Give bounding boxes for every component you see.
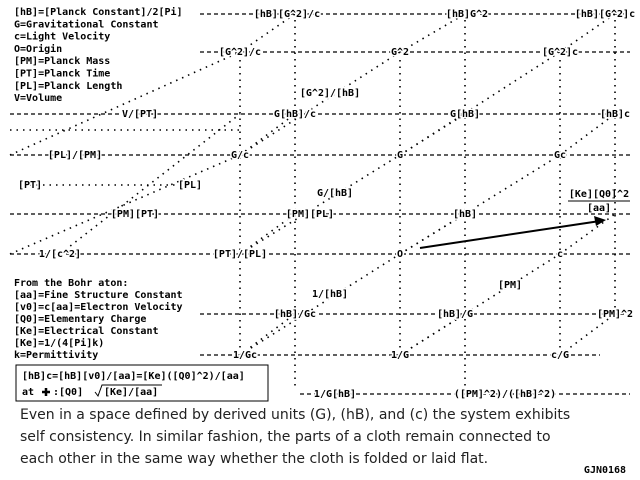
node-label: [hB][G^2]/c [254, 9, 320, 20]
node-label: [PM][PT] [111, 209, 159, 220]
node-label: G/c [231, 150, 249, 161]
node-label: G^2 [391, 47, 409, 58]
bohr-line: [aa]=Fine Structure Constant [14, 289, 183, 301]
formula-prefix: at [22, 387, 34, 398]
bohr-line: [v0]=c[aa]=Electron Velocity [14, 301, 183, 313]
legend-line: [PL]=Planck Length [14, 81, 122, 92]
node-label: [hB]c [600, 109, 630, 120]
node-label: [G^2]c [542, 47, 578, 58]
bohr-line: k=Permittivity [14, 349, 98, 361]
node-label: 1/Gc [233, 350, 257, 361]
bohr-line: [Ke]=Electrical Constant [14, 325, 159, 337]
node-label: c [557, 249, 563, 260]
node-label: [PM][PL] [286, 209, 334, 220]
bohr-line: [Ke]=1/(4[Pi]k) [14, 337, 104, 349]
node-label: [G^2]/c [219, 47, 261, 58]
node-label: Gc [554, 150, 566, 161]
arrow-head [594, 216, 606, 226]
fraction-denominator: [aa] [587, 203, 611, 214]
node-label: [PM] [498, 280, 522, 291]
node-label: [PT] [18, 180, 42, 191]
cross-icon [42, 388, 50, 396]
formula-root: [Ke]/[aa] [104, 387, 158, 398]
node-label: G/[hB] [317, 188, 353, 199]
node-label: 1/G[hB] [314, 389, 356, 400]
bohr-line: [Q0]=Elementary Charge [14, 314, 146, 325]
legend-line: V=Volume [14, 93, 62, 104]
legend-line: [PT]=Planck Time [14, 68, 110, 80]
node-label: 1/[hB] [312, 289, 348, 300]
node-label: c/G [551, 350, 569, 361]
node-label: [PL] [178, 180, 202, 191]
node-label: G [397, 150, 403, 161]
formula-box [15, 364, 269, 402]
node-label: [PL]/[PM] [48, 150, 102, 161]
caption-line: Even in a space defined by derived units… [20, 407, 570, 423]
node-label: [hB]/G [437, 309, 473, 320]
signature: GJN0168 [584, 465, 626, 476]
formula-charge: :[Q0] [53, 387, 83, 398]
root-sign [94, 384, 162, 398]
node-label: [PT]/[PL] [213, 249, 267, 260]
arrow [419, 220, 601, 249]
node-label: [hB]/Gc [274, 309, 316, 320]
node-label: G[hB] [450, 109, 480, 120]
bohr-heading: From the Bohr aton: [14, 278, 128, 289]
node-label: O [397, 249, 403, 260]
node-label: ([PM]^2)/([hB]^2) [454, 389, 556, 400]
node-label: [hB] [453, 209, 477, 220]
fraction-numerator: [Ke][Q0]^2 [569, 189, 629, 200]
node-label: [hB][G^2]c [575, 9, 635, 20]
node-label: G[hB]/c [274, 109, 316, 120]
legend-line: O=Origin [14, 43, 62, 55]
legend-line: G=Gravitational Constant [14, 18, 159, 30]
caption-line: self consistency. In similar fashion, th… [20, 429, 551, 445]
node-label: [G^2]/[hB] [300, 88, 360, 99]
node-label: [hB]G^2 [446, 9, 488, 20]
lattice-dots [9, 13, 616, 390]
node-label: [PM]^2 [597, 309, 633, 320]
node-label: 1/[c^2] [39, 249, 81, 260]
legend-line: [hB]=[Planck Constant]/2[Pi] [14, 6, 183, 18]
node-label: 1/G [391, 350, 409, 361]
formula: [hB]c=[hB][v0]/[aa]=[Ke]([Q0]^2)/[aa] [22, 371, 245, 382]
legend-line: c=Light Velocity [14, 31, 110, 43]
node-label: V/[PT] [122, 109, 158, 120]
legend-line: [PM]=Planck Mass [14, 56, 110, 67]
caption-line: each other in the same way whether the c… [20, 451, 488, 467]
